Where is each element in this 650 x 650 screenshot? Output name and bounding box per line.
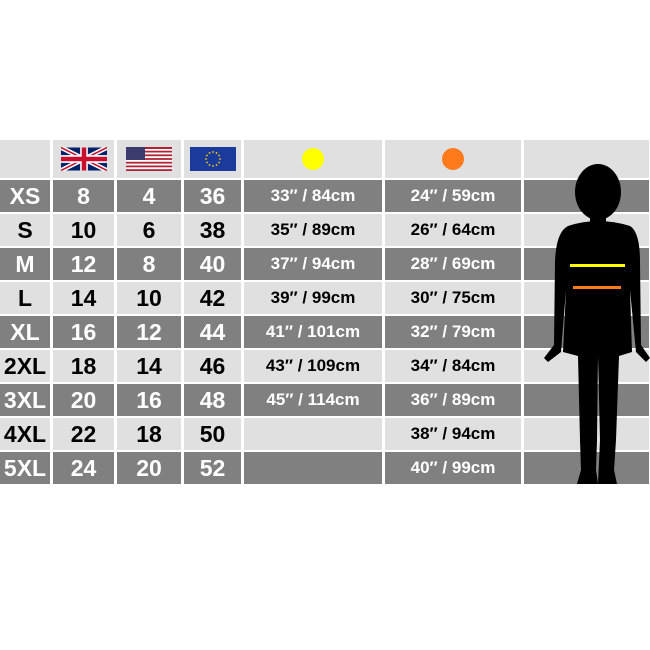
cell-uk: 12 [53, 248, 114, 280]
cell-waist: 36″ / 89cm [385, 384, 521, 416]
cell-us: 8 [117, 248, 181, 280]
waist-color-dot [442, 148, 464, 170]
us-flag-icon [126, 147, 172, 171]
cell-uk: 16 [53, 316, 114, 348]
cell-us: 14 [117, 350, 181, 382]
cell-waist: 24″ / 59cm [385, 180, 521, 212]
cell-waist: 26″ / 64cm [385, 214, 521, 246]
cell-uk: 24 [53, 452, 114, 484]
cell-us: 6 [117, 214, 181, 246]
cell-bust: 35″ / 89cm [244, 214, 382, 246]
cell-bust: 41″ / 101cm [244, 316, 382, 348]
cell-eu: 44 [184, 316, 241, 348]
eu-flag-icon [189, 147, 236, 171]
cell-waist: 40″ / 99cm [385, 452, 521, 484]
cell-figure-bg [524, 350, 649, 382]
cell-uk: 18 [53, 350, 114, 382]
cell-figure-bg [524, 418, 649, 450]
cell-figure-bg [524, 180, 649, 212]
cell-size: L [0, 282, 50, 314]
cell-bust: 37″ / 94cm [244, 248, 382, 280]
cell-us: 18 [117, 418, 181, 450]
cell-eu: 52 [184, 452, 241, 484]
cell-eu: 40 [184, 248, 241, 280]
cell-size: 5XL [0, 452, 50, 484]
header-bust [244, 140, 382, 178]
cell-us: 20 [117, 452, 181, 484]
cell-uk: 10 [53, 214, 114, 246]
cell-us: 4 [117, 180, 181, 212]
header-figure [524, 140, 649, 178]
cell-us: 10 [117, 282, 181, 314]
cell-uk: 8 [53, 180, 114, 212]
header-waist [385, 140, 521, 178]
bust-color-dot [302, 148, 324, 170]
cell-us: 16 [117, 384, 181, 416]
uk-flag-icon [60, 147, 107, 171]
cell-figure-bg [524, 214, 649, 246]
header-blank [0, 140, 50, 178]
cell-uk: 22 [53, 418, 114, 450]
cell-bust [244, 452, 382, 484]
cell-figure-bg [524, 248, 649, 280]
cell-bust: 43″ / 109cm [244, 350, 382, 382]
header-us [117, 140, 181, 178]
cell-bust: 39″ / 99cm [244, 282, 382, 314]
cell-uk: 20 [53, 384, 114, 416]
header-eu [184, 140, 241, 178]
cell-waist: 30″ / 75cm [385, 282, 521, 314]
cell-us: 12 [117, 316, 181, 348]
cell-figure-bg [524, 282, 649, 314]
cell-size: 3XL [0, 384, 50, 416]
cell-figure-bg [524, 316, 649, 348]
cell-waist: 34″ / 84cm [385, 350, 521, 382]
cell-figure-bg [524, 452, 649, 484]
cell-eu: 38 [184, 214, 241, 246]
cell-eu: 46 [184, 350, 241, 382]
cell-waist: 38″ / 94cm [385, 418, 521, 450]
cell-uk: 14 [53, 282, 114, 314]
cell-bust [244, 418, 382, 450]
cell-bust: 33″ / 84cm [244, 180, 382, 212]
cell-eu: 36 [184, 180, 241, 212]
cell-bust: 45″ / 114cm [244, 384, 382, 416]
cell-size: XS [0, 180, 50, 212]
cell-size: 2XL [0, 350, 50, 382]
cell-waist: 28″ / 69cm [385, 248, 521, 280]
cell-size: S [0, 214, 50, 246]
cell-figure-bg [524, 384, 649, 416]
cell-size: 4XL [0, 418, 50, 450]
cell-eu: 48 [184, 384, 241, 416]
cell-waist: 32″ / 79cm [385, 316, 521, 348]
cell-size: M [0, 248, 50, 280]
size-chart: XS 8 4 36 33″ / 84cm 24″ / 59cm S 10 6 38 35″ / 89… [0, 140, 650, 484]
cell-eu: 50 [184, 418, 241, 450]
header-uk [53, 140, 114, 178]
cell-eu: 42 [184, 282, 241, 314]
cell-size: XL [0, 316, 50, 348]
